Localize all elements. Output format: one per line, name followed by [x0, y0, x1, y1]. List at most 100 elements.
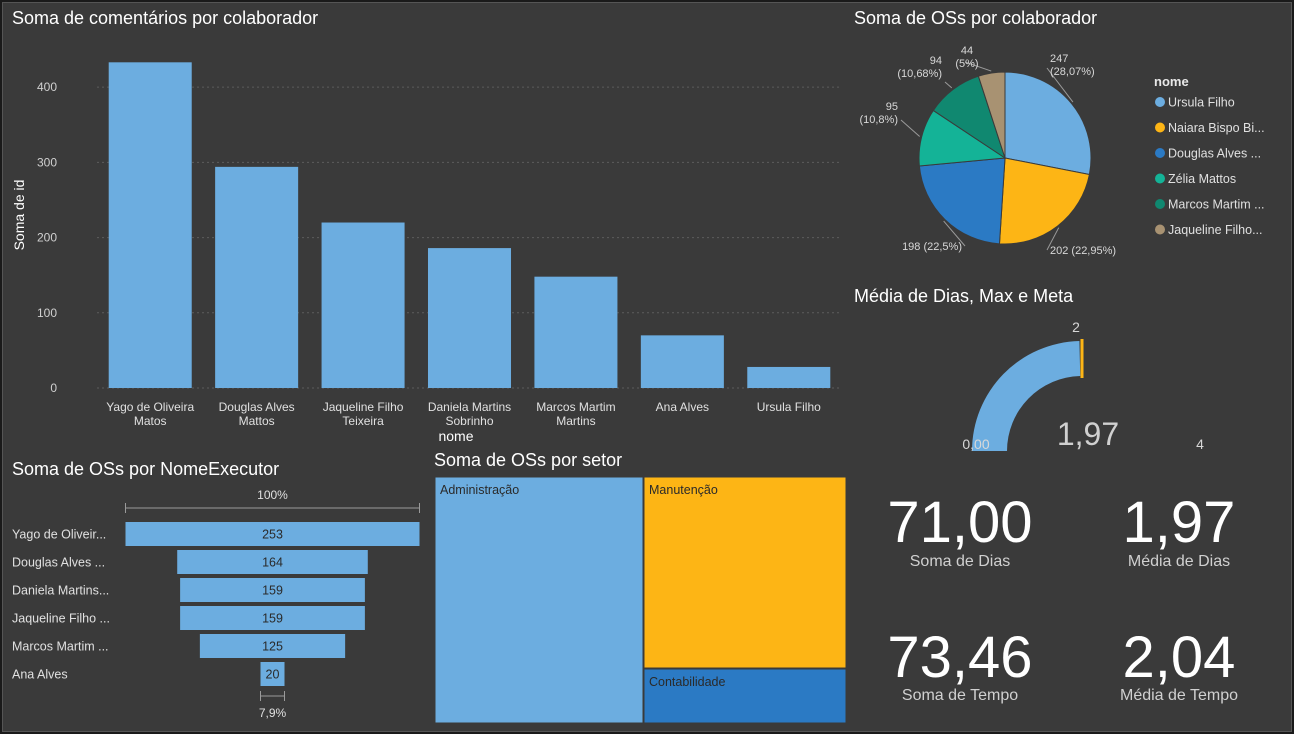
funnel-top-pct: 100%: [257, 488, 288, 502]
pie-leader-line: [900, 119, 920, 137]
bar-x-tick-label: Douglas Alves: [219, 400, 295, 414]
pie-slice[interactable]: [998, 157, 1090, 245]
treemap-tile[interactable]: [643, 476, 847, 669]
kpi-media-dias-value: 1,97: [1122, 490, 1236, 555]
pie-legend-label[interactable]: Jaqueline Filho...: [1168, 223, 1263, 237]
gauge-title: Média de Dias, Max e Meta: [854, 286, 1074, 306]
pie-legend-title: nome: [1154, 74, 1189, 89]
gauge-chart: 2 0,00 4 1,97: [962, 319, 1204, 452]
bar-mark[interactable]: [747, 366, 831, 388]
funnel-bar[interactable]: [260, 662, 285, 686]
treemap-tile[interactable]: [643, 668, 847, 724]
bar-x-tick-label: Matos: [134, 414, 167, 428]
funnel-category-label: Yago de Oliveir...: [12, 528, 106, 542]
bar-mark[interactable]: [108, 62, 192, 389]
funnel-bar-value: 20: [266, 668, 280, 682]
funnel-category-label: Jaqueline Filho ...: [12, 612, 110, 626]
gauge-min-label: 0,00: [962, 436, 989, 452]
gauge-value-arc[interactable]: [972, 341, 1081, 451]
bar-x-tick-label: Ursula Filho: [757, 400, 821, 414]
kpi-soma-tempo-value: 73,46: [887, 625, 1033, 690]
bar-mark[interactable]: [321, 222, 405, 388]
bar-x-tick-label: Marcos Martim: [536, 400, 615, 414]
pie-legend-swatch: [1155, 224, 1165, 235]
kpi-media-tempo-label: Média de Tempo: [1120, 687, 1238, 704]
gauge-value-label: 1,97: [1057, 416, 1119, 452]
bar-x-tick-label: Mattos: [239, 414, 275, 428]
funnel-category-label: Douglas Alves ...: [12, 556, 105, 570]
funnel-category-label: Marcos Martim ...: [12, 640, 109, 654]
kpi-media-dias-label: Média de Dias: [1127, 553, 1231, 570]
kpi-soma-tempo-label: Soma de Tempo: [901, 687, 1019, 704]
pie-data-label: 198 (22,5%): [902, 241, 962, 253]
pie-leader-line: [943, 220, 966, 247]
funnel-bar-value: 164: [262, 556, 283, 570]
pie-slice[interactable]: [918, 157, 1006, 245]
funnel-title: Soma de OSs por NomeExecutor: [12, 459, 280, 479]
bar-mark[interactable]: [640, 335, 724, 388]
bar-mark[interactable]: [534, 276, 618, 388]
treemap-tile-label: Manutenção: [649, 483, 718, 497]
bar-y-tick: 300: [37, 155, 57, 169]
funnel-bar[interactable]: [199, 634, 346, 658]
pie-data-label-pct: (28,07%): [1050, 66, 1095, 78]
pie-leader-line: [1046, 67, 1074, 103]
funnel-bar-value: 253: [262, 528, 283, 542]
bar-y-tick: 400: [37, 80, 57, 94]
gauge-max-label: 4: [1196, 436, 1204, 452]
bar-x-tick-label: Yago de Oliveira: [106, 400, 194, 414]
pie-legend-swatch: [1155, 199, 1165, 209]
kpi-soma-dias-label: Soma de Dias: [909, 553, 1011, 570]
bar-chart-title: Soma de comentários por colaborador: [12, 8, 319, 28]
bar-x-tick-label: Daniela Martins: [428, 400, 511, 414]
bar-x-axis-label: nome: [438, 428, 473, 444]
pie-chart: 247(28,07%)202 (22,95%)198 (22,5%)95(10,…: [859, 45, 1265, 257]
bar-mark[interactable]: [427, 248, 512, 388]
pie-legend-swatch: [1155, 173, 1165, 184]
funnel-chart: 100% 253 Yago de Oliveir... 164 Douglas Alve…: [12, 488, 420, 720]
pie-legend-swatch: [1155, 148, 1165, 158]
pie-legend-label[interactable]: Douglas Alves ...: [1168, 147, 1261, 161]
funnel-bar[interactable]: [180, 606, 365, 630]
funnel-bar-value: 159: [262, 584, 283, 598]
pie-legend-label[interactable]: Zélia Mattos: [1168, 172, 1236, 186]
pie-leader-line: [944, 81, 953, 89]
pie-data-label-pct: (10,68%): [897, 68, 942, 80]
gauge-target-label: 2: [1072, 319, 1080, 335]
pie-legend-label[interactable]: Ursula Filho: [1168, 96, 1235, 110]
bar-x-tick-label: Martins: [556, 414, 595, 428]
pie-legend-label[interactable]: Naiara Bispo Bi...: [1168, 121, 1265, 135]
treemap-tile-label: Contabilidade: [649, 675, 725, 689]
bar-y-tick: 100: [37, 306, 57, 320]
funnel-bar[interactable]: [177, 550, 368, 574]
funnel-bar[interactable]: [180, 578, 365, 602]
bar-mark[interactable]: [215, 166, 299, 388]
pie-leader-line: [1046, 227, 1060, 251]
pie-data-label: 247: [1050, 53, 1068, 65]
treemap-tile[interactable]: [434, 476, 644, 724]
kpi-media-tempo-value: 2,04: [1122, 625, 1236, 690]
pie-data-label: 44: [961, 45, 973, 57]
kpi-soma-dias-value: 71,00: [887, 490, 1033, 555]
funnel-bar-value: 125: [262, 640, 283, 654]
bar-y-tick: 0: [50, 381, 57, 395]
funnel-category-label: Daniela Martins...: [12, 584, 109, 598]
treemap-chart: Administração Manutenção Contabilidade: [434, 476, 847, 724]
treemap-title: Soma de OSs por setor: [434, 450, 623, 470]
pie-legend-swatch: [1155, 122, 1165, 133]
pie-chart-title: Soma de OSs por colaborador: [854, 8, 1098, 28]
pie-slice[interactable]: [1004, 71, 1092, 176]
pie-legend-swatch: [1155, 97, 1165, 107]
pie-legend-label[interactable]: Marcos Martim ...: [1168, 198, 1265, 212]
funnel-category-label: Ana Alves: [12, 668, 68, 682]
funnel-bar[interactable]: [125, 522, 420, 546]
pie-data-label: 95: [886, 101, 898, 113]
bar-y-axis-label: Soma de id: [11, 180, 27, 251]
pie-data-label-pct: (5%): [955, 58, 978, 70]
bar-y-tick: 200: [37, 231, 57, 245]
pie-data-label-pct: (10,8%): [859, 114, 898, 126]
pie-slice[interactable]: [977, 71, 1006, 159]
bar-x-tick-label: Sobrinho: [445, 414, 493, 428]
